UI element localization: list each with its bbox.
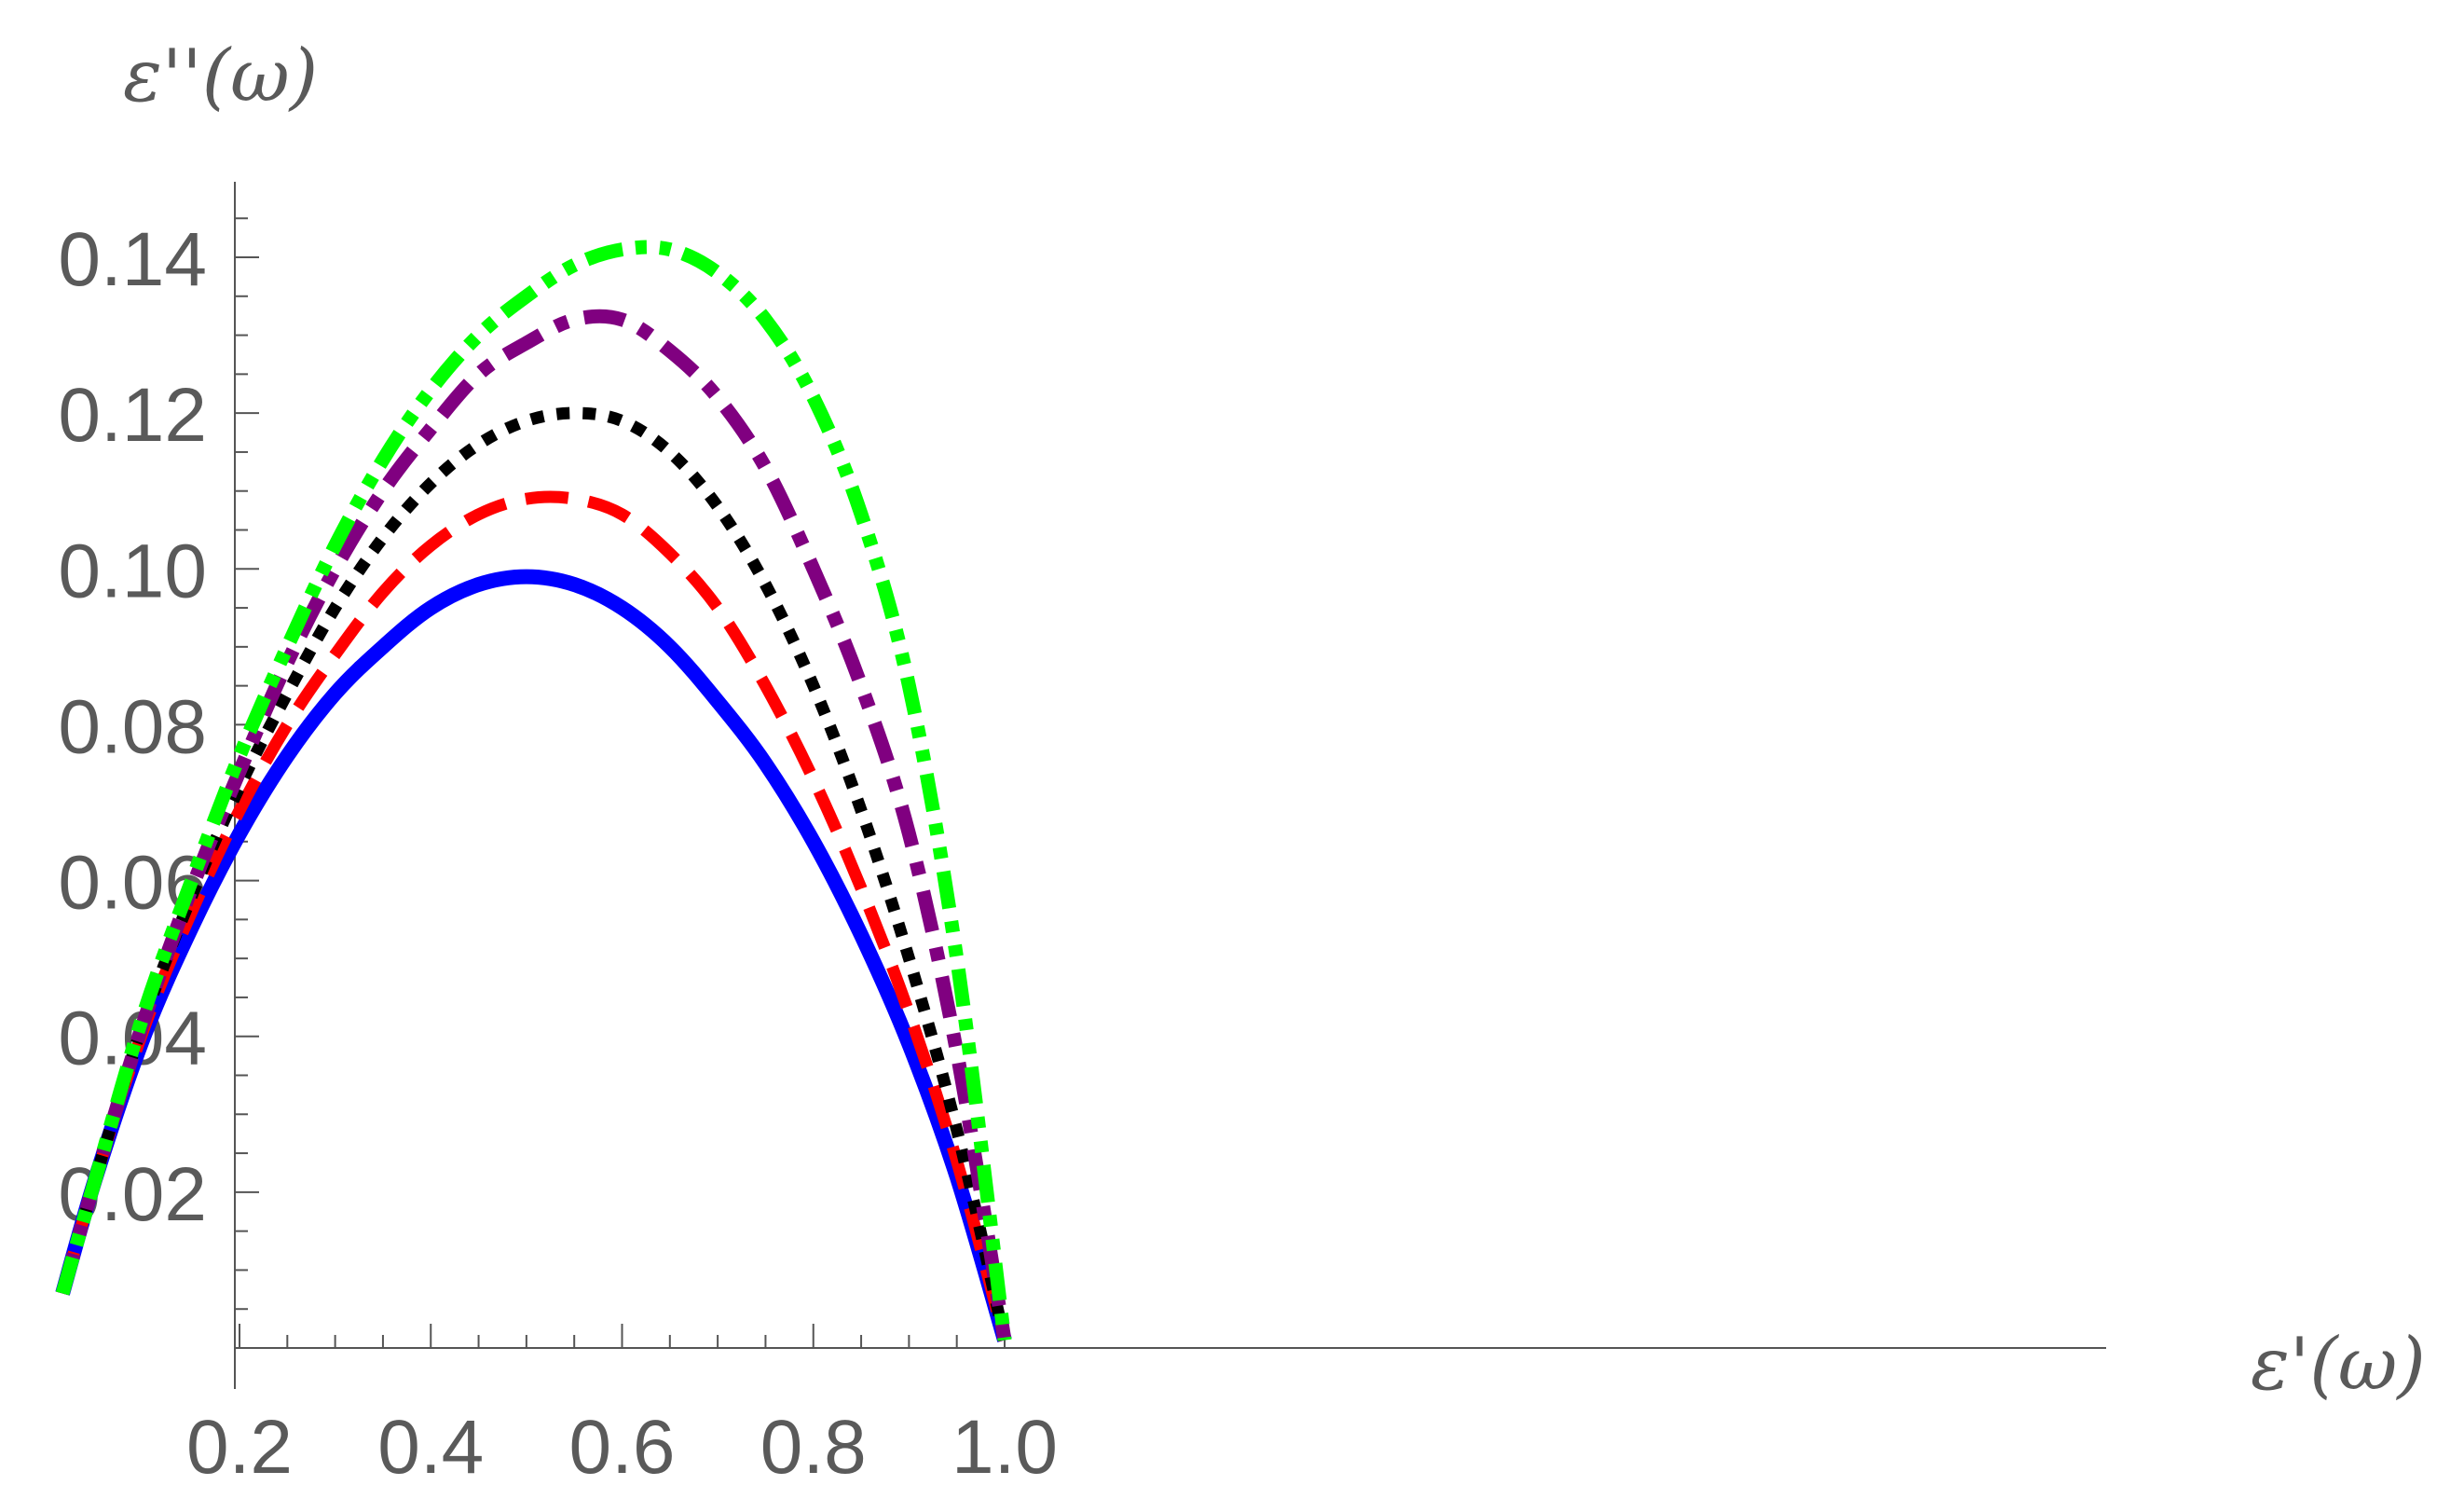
x-tick-label: 0.8	[760, 1405, 867, 1490]
series-line-solid	[55, 569, 1012, 1342]
x-tick-label: 1.0	[951, 1405, 1058, 1490]
series-layer	[55, 240, 1012, 1342]
y-axis-title: ε''(ω)	[123, 34, 318, 118]
axes	[234, 182, 2106, 1389]
y-tick-label: 0.10	[58, 529, 207, 613]
y-tick-label: 0.12	[58, 373, 207, 458]
x-tick-label: 0.6	[569, 1405, 676, 1490]
tick-labels: 0.2 0.4 0.6 0.8 1.00.020.040.060.080.100.120…	[58, 217, 1058, 1490]
series-line-dashdot	[55, 309, 1012, 1341]
x-axis-title: ε'(ω)	[2251, 1323, 2426, 1407]
y-tick-label: 0.08	[58, 684, 207, 769]
x-tick-label: 0.2	[186, 1405, 293, 1490]
y-tick-label: 0.14	[58, 217, 207, 302]
x-tick-label: 0.4	[377, 1405, 484, 1490]
ticks	[235, 217, 1006, 1348]
series-line-dashdotdot	[55, 240, 1012, 1341]
